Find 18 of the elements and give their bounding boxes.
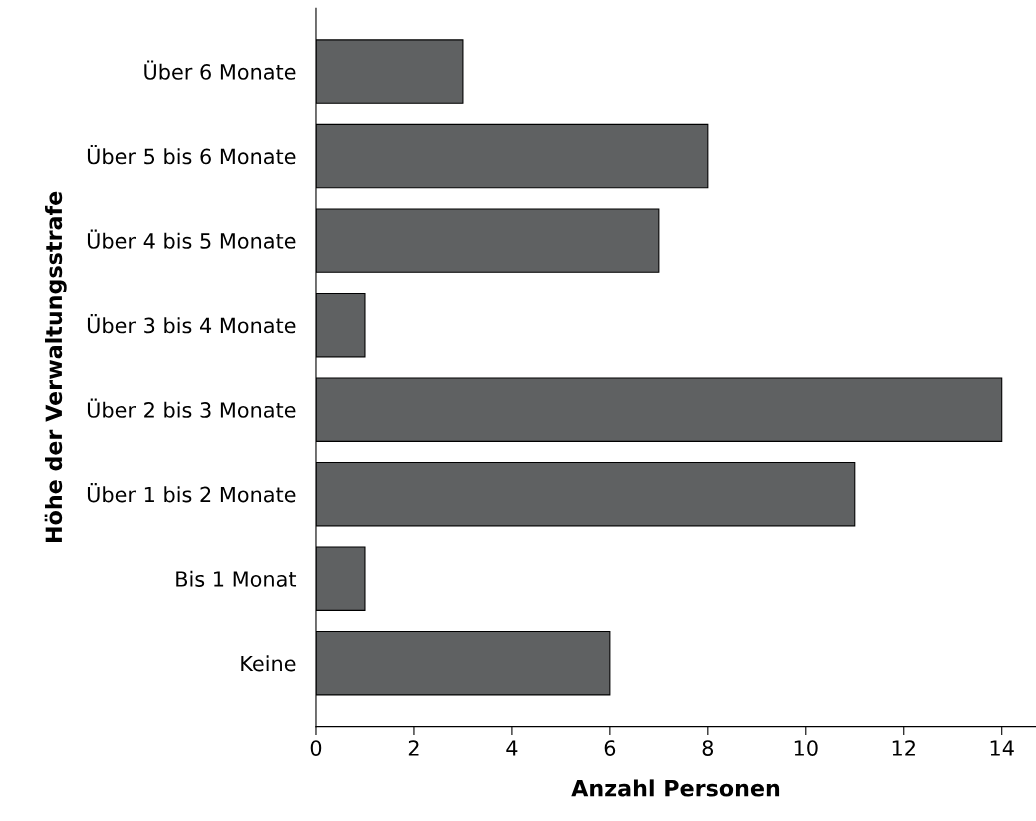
x-tick-label: 8 [702, 740, 714, 756]
y-tick-label: Über 3 bis 4 Monate [87, 314, 296, 334]
y-tick-label: Bis 1 Monat [176, 570, 297, 587]
y-tick-label: Keine [241, 655, 296, 672]
y-tick-label: Über 6 Monate [144, 60, 296, 80]
y-tick-label: Über 1 bis 2 Monate [87, 483, 296, 503]
x-tick-label: 10 [794, 740, 818, 756]
y-tick-label: Über 4 bis 5 Monate [87, 229, 296, 249]
x-axis-title: Anzahl Personen [571, 779, 780, 797]
x-tick-label: 6 [604, 740, 616, 756]
y-tick-label: Über 5 bis 6 Monate [87, 145, 296, 165]
y-tick-label: Über 2 bis 3 Monate [87, 398, 296, 418]
y-axis-title: Höhe der Verwaltungsstrafe [44, 191, 67, 542]
x-tick-label: 4 [506, 740, 518, 756]
x-tick-label: 14 [990, 740, 1014, 756]
x-tick-label: 12 [892, 740, 915, 756]
x-tick-label: 0 [310, 740, 322, 756]
x-tick-label: 2 [408, 740, 419, 756]
